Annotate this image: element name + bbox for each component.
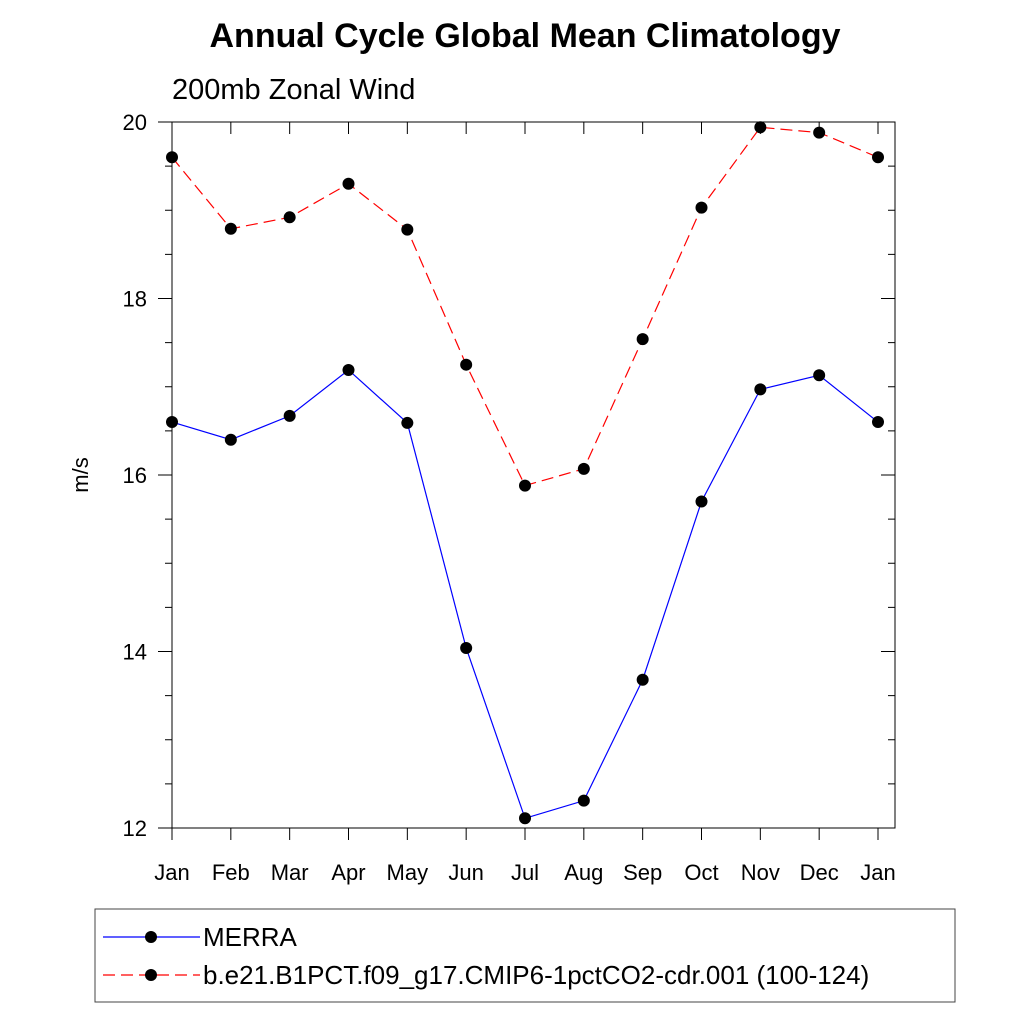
- data-point: [695, 495, 708, 508]
- data-point: [636, 333, 649, 346]
- x-tick-label: Oct: [684, 860, 718, 885]
- data-point: [460, 641, 473, 654]
- x-tick-label: Sep: [623, 860, 662, 885]
- x-tick-label: Jan: [860, 860, 895, 885]
- legend-label-1: MERRA: [203, 922, 298, 952]
- series-1: [166, 363, 884, 825]
- data-point: [224, 433, 237, 446]
- data-point: [577, 462, 590, 475]
- y-tick-label: 14: [123, 640, 147, 665]
- series-2: [166, 121, 884, 492]
- plot-frame: [171, 121, 896, 829]
- legend-marker-1: [145, 931, 157, 943]
- data-point: [813, 126, 826, 139]
- data-point: [519, 479, 531, 492]
- series-layer: [166, 121, 884, 825]
- data-point: [401, 223, 414, 236]
- y-axis-label: m/s: [68, 457, 93, 492]
- data-point: [813, 369, 826, 382]
- data-point: [342, 363, 355, 376]
- legend-label-2: b.e21.B1PCT.f09_g17.CMIP6-1pctCO2-cdr.00…: [203, 960, 869, 990]
- data-point: [166, 151, 178, 164]
- x-tick-label: Apr: [331, 860, 365, 885]
- x-tick-label: Mar: [271, 860, 309, 885]
- x-tick-label: Aug: [564, 860, 603, 885]
- data-point: [401, 416, 414, 429]
- data-point: [519, 812, 531, 825]
- x-tick-label: Jan: [154, 860, 189, 885]
- series-line-1: [171, 369, 879, 820]
- legend-marker-2: [145, 969, 157, 981]
- data-point: [872, 416, 884, 429]
- data-point: [754, 121, 767, 134]
- chart-title: Annual Cycle Global Mean Climatology: [210, 17, 841, 55]
- data-point: [577, 794, 590, 807]
- x-tick-label: Dec: [800, 860, 839, 885]
- y-tick-label: 20: [123, 110, 147, 135]
- x-tick-label: Feb: [212, 860, 250, 885]
- data-point: [695, 201, 708, 214]
- data-point: [283, 409, 296, 422]
- series-line-2: [171, 126, 879, 487]
- legend: MERRA b.e21.B1PCT.f09_g17.CMIP6-1pctCO2-c…: [94, 908, 956, 1003]
- y-tick-label: 12: [123, 816, 147, 841]
- data-point: [636, 673, 649, 686]
- x-tick-label: Jun: [448, 860, 483, 885]
- x-tick-label: Nov: [741, 860, 780, 885]
- data-point: [166, 416, 178, 429]
- data-point: [224, 222, 237, 235]
- data-point: [754, 383, 767, 396]
- data-point: [872, 151, 884, 164]
- data-point: [342, 177, 355, 190]
- x-tick-label: Jul: [511, 860, 539, 885]
- y-tick-label: 16: [123, 463, 147, 488]
- legend-box: [94, 908, 956, 1003]
- x-tick-label: May: [387, 860, 429, 885]
- axes: 12 14 16 18 20 Jan Feb Mar Apr May Jun Jul Aug Sep Oct…: [123, 110, 896, 885]
- data-point: [283, 211, 296, 224]
- data-point: [460, 358, 473, 371]
- y-tick-label: 18: [123, 287, 147, 312]
- chart-subtitle: 200mb Zonal Wind: [172, 74, 415, 106]
